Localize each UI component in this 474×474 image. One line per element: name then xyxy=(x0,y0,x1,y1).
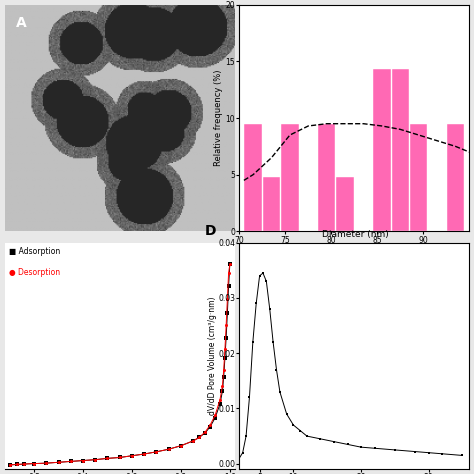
Bar xyxy=(337,177,354,231)
Text: A: A xyxy=(16,16,27,30)
Bar xyxy=(318,124,336,231)
Y-axis label: Relative frequency (%): Relative frequency (%) xyxy=(214,70,223,166)
Text: ■ Adsorption: ■ Adsorption xyxy=(9,247,61,256)
Bar xyxy=(392,69,409,231)
X-axis label: Diameter (nm): Diameter (nm) xyxy=(321,247,388,256)
Bar xyxy=(281,124,299,231)
Bar xyxy=(447,124,464,231)
Bar xyxy=(263,177,280,231)
Bar xyxy=(410,124,428,231)
Text: D: D xyxy=(205,224,216,238)
Y-axis label: dV/dD Pore Volume (cm³/g·nm): dV/dD Pore Volume (cm³/g·nm) xyxy=(208,297,217,415)
Bar xyxy=(373,69,391,231)
Text: Diameter (nm): Diameter (nm) xyxy=(322,230,389,239)
Bar xyxy=(245,124,262,231)
Text: ● Desorption: ● Desorption xyxy=(9,268,61,277)
